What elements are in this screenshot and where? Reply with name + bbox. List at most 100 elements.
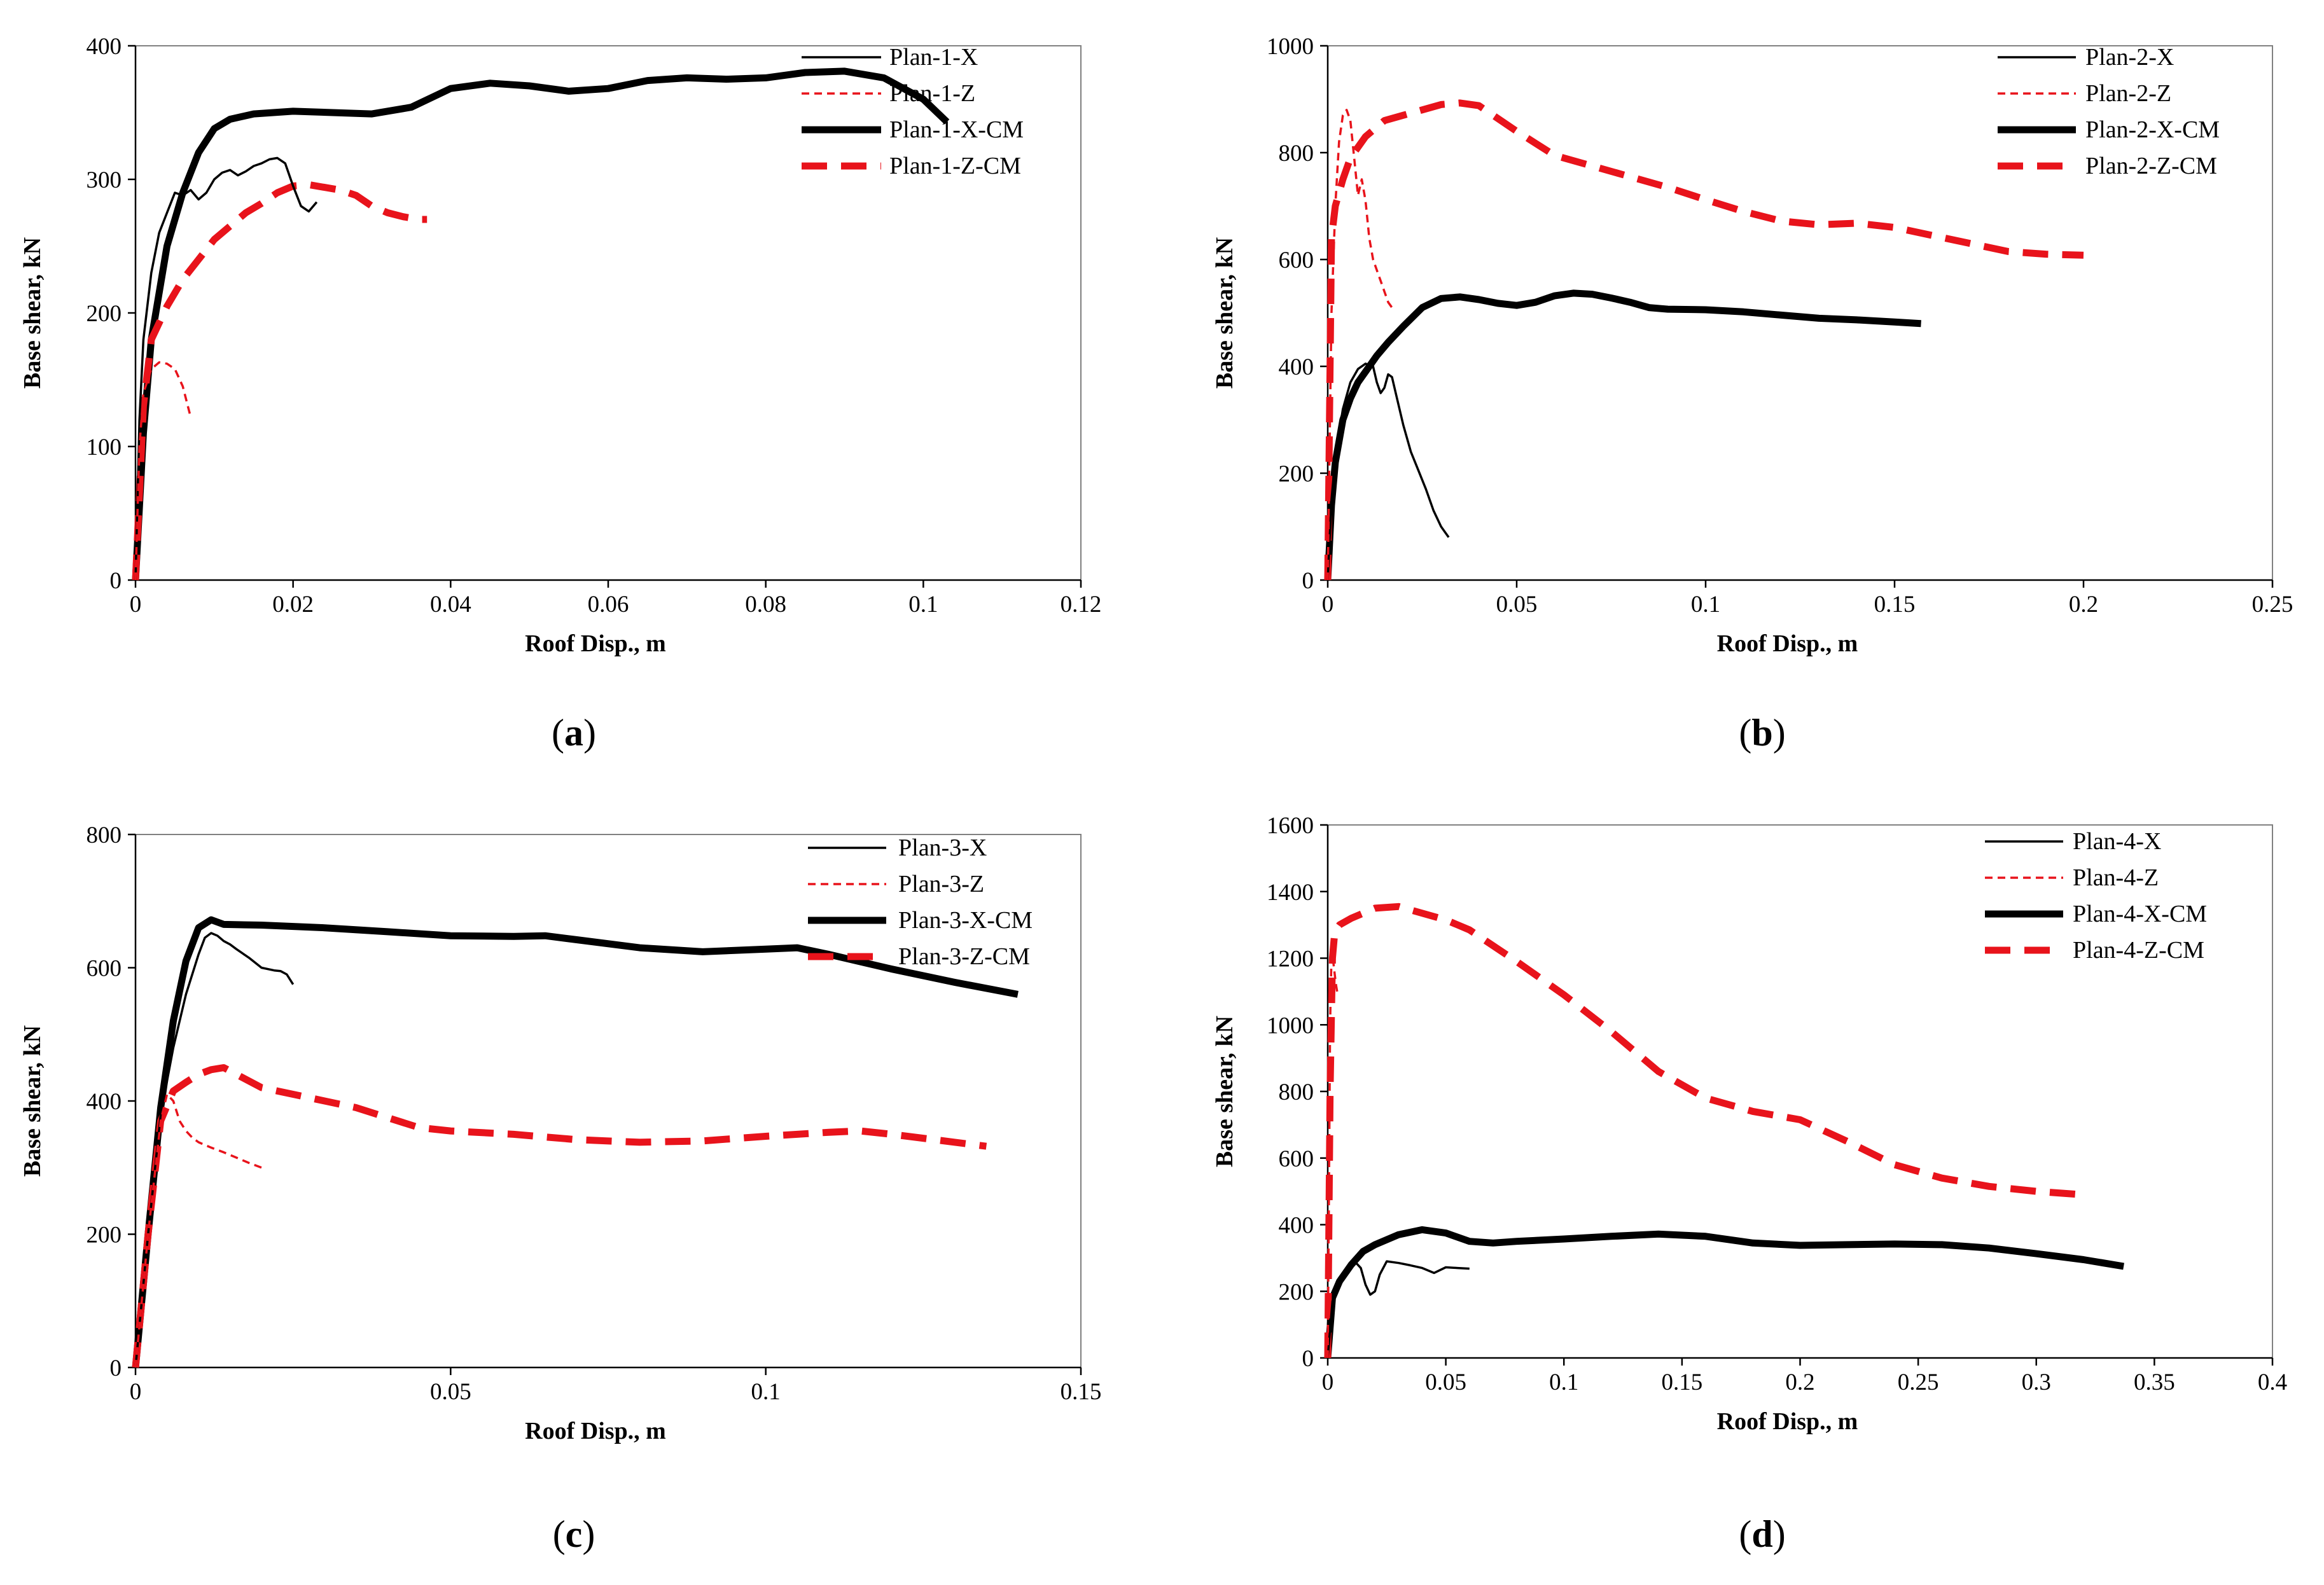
x-tick-label: 0.15 — [1662, 1369, 1703, 1395]
series-line-plan-2-x-cm — [1324, 289, 1921, 581]
y-tick-label: 1600 — [1267, 813, 1314, 839]
legend-label: Plan-4-Z — [2073, 864, 2159, 891]
x-tick-label: 0 — [1322, 1369, 1334, 1395]
x-tick-label: 0.15 — [1061, 1379, 1102, 1405]
legend-label: Plan-2-Z-CM — [2085, 153, 2217, 179]
y-tick-label: 200 — [87, 301, 122, 327]
series-line-plan-2-z-cm — [1324, 99, 2084, 581]
x-tick-label: 0.1 — [1691, 592, 1720, 618]
y-tick-label: 200 — [87, 1222, 122, 1249]
y-axis-label: Base shear, kN — [19, 1025, 46, 1177]
x-tick-label: 0.04 — [430, 592, 471, 618]
x-tick-label: 0 — [130, 1379, 142, 1405]
legend: Plan-1-X Plan-1-Z Plan-1-X-CM Plan-1-Z-CM — [802, 44, 1024, 179]
panel-caption: (d) — [1739, 1513, 1785, 1555]
legend-label: Plan-2-X — [2085, 44, 2174, 71]
y-tick-label: 800 — [87, 822, 122, 848]
y-axis-label: Base shear, kN — [1211, 1016, 1238, 1167]
y-tick-label: 600 — [1279, 247, 1314, 273]
legend: Plan-2-X Plan-2-Z Plan-2-X-CM Plan-2-Z-CM — [1998, 44, 2220, 179]
x-axis-label: Roof Disp., m — [525, 1418, 666, 1444]
x-tick-label: 0.1 — [1549, 1369, 1578, 1395]
x-tick-label: 0.4 — [2258, 1369, 2287, 1395]
y-tick-label: 1000 — [1267, 1013, 1314, 1039]
y-tick-label: 0 — [110, 1355, 122, 1381]
legend-label: Plan-1-Z — [889, 80, 975, 107]
legend-label: Plan-4-X-CM — [2073, 901, 2207, 927]
legend-label: Plan-1-X-CM — [889, 116, 1024, 143]
legend-label: Plan-3-X-CM — [898, 907, 1033, 934]
y-tick-label: 200 — [1279, 1279, 1314, 1305]
x-tick-label: 0.15 — [1874, 592, 1916, 618]
series-line-plan-1-z-cm — [132, 181, 428, 581]
y-tick-label: 800 — [1279, 1079, 1314, 1105]
x-tick-label: 0 — [130, 592, 142, 618]
series-line-plan-1-x-cm — [132, 67, 950, 581]
y-tick-label: 600 — [1279, 1146, 1314, 1172]
panel-caption: (a) — [552, 712, 596, 754]
x-tick-label: 0.35 — [2134, 1369, 2175, 1395]
series-line-plan-3-x-cm — [132, 916, 1019, 1368]
legend-label: Plan-1-Z-CM — [889, 153, 1021, 179]
x-tick-label: 0.1 — [751, 1379, 781, 1405]
legend-label: Plan-4-X — [2073, 828, 2161, 855]
y-tick-label: 400 — [1279, 354, 1314, 380]
y-axis-label: Base shear, kN — [1211, 237, 1238, 389]
series-line-plan-1-z — [134, 361, 192, 581]
panel-caption: (c) — [553, 1513, 595, 1555]
x-tick-label: 0.08 — [745, 592, 786, 618]
series-line-plan-4-z-cm — [1324, 903, 2084, 1359]
x-tick-label: 0.12 — [1061, 592, 1102, 618]
y-tick-label: 400 — [87, 1089, 122, 1115]
legend-label: Plan-3-X — [898, 834, 987, 861]
x-tick-label: 0.2 — [1785, 1369, 1814, 1395]
x-tick-label: 0.06 — [588, 592, 629, 618]
chart-panel-d: 0 0.05 0.1 0.15 0.2 0.25 0.3 0.35 0.4 0 200 400 600 8… — [1211, 813, 2287, 1555]
x-tick-label: 0 — [1322, 592, 1334, 618]
legend: Plan-4-X Plan-4-Z Plan-4-X-CM Plan-4-Z-CM — [1985, 828, 2207, 964]
series-line-plan-2-z — [1326, 109, 1393, 581]
panel-caption: (b) — [1739, 712, 1785, 754]
y-tick-label: 400 — [1279, 1213, 1314, 1239]
y-tick-label: 1000 — [1267, 34, 1314, 60]
x-axis-label: Roof Disp., m — [1717, 630, 1858, 657]
series-line-plan-3-x — [134, 932, 295, 1368]
y-tick-label: 0 — [110, 568, 122, 594]
y-tick-label: 200 — [1279, 461, 1314, 487]
legend-label: Plan-3-Z-CM — [898, 943, 1030, 970]
series-line-plan-1-x — [134, 156, 318, 581]
x-tick-label: 0.25 — [2252, 592, 2293, 618]
x-tick-label: 0.1 — [908, 592, 938, 618]
y-tick-label: 1200 — [1267, 946, 1314, 972]
legend-label: Plan-3-Z — [898, 871, 984, 897]
chart-panel-b: 0 0.05 0.1 0.15 0.2 0.25 0 200 400 600 800 1000 Roof… — [1211, 34, 2293, 754]
x-tick-label: 0.05 — [1496, 592, 1538, 618]
series-line-plan-4-x-cm — [1324, 1226, 2125, 1359]
x-tick-label: 0.05 — [1425, 1369, 1466, 1395]
series-line-plan-3-z — [134, 1093, 262, 1368]
series-line-plan-4-x — [1326, 1260, 1470, 1359]
x-tick-label: 0.2 — [2069, 592, 2098, 618]
legend-label: Plan-4-Z-CM — [2073, 937, 2204, 964]
x-axis-label: Roof Disp., m — [1717, 1408, 1858, 1435]
x-axis-label: Roof Disp., m — [525, 630, 666, 657]
legend-label: Plan-2-Z — [2085, 80, 2171, 107]
y-tick-label: 100 — [87, 434, 122, 460]
y-tick-label: 800 — [1279, 141, 1314, 167]
y-tick-label: 300 — [87, 167, 122, 193]
legend-label: Plan-1-X — [889, 44, 978, 71]
y-tick-label: 400 — [87, 34, 122, 60]
series-line-plan-3-z-cm — [132, 1064, 987, 1368]
y-tick-label: 0 — [1302, 1346, 1314, 1372]
legend-label: Plan-2-X-CM — [2085, 116, 2220, 143]
legend: Plan-3-X Plan-3-Z Plan-3-X-CM Plan-3-Z-CM — [808, 834, 1033, 970]
y-tick-label: 600 — [87, 956, 122, 982]
x-tick-label: 0.05 — [430, 1379, 471, 1405]
series-line-plan-4-z — [1326, 953, 1339, 1359]
x-tick-label: 0.02 — [272, 592, 314, 618]
chart-panel-c: 0 0.05 0.1 0.15 0 200 400 600 800 Roof Disp., m Ba… — [19, 822, 1101, 1555]
x-tick-label: 0.3 — [2022, 1369, 2051, 1395]
chart-panel-a: 0 0.02 0.04 0.06 0.08 0.1 0.12 0 100 200 300 400 Roo… — [19, 34, 1101, 754]
x-tick-label: 0.25 — [1898, 1369, 1939, 1395]
